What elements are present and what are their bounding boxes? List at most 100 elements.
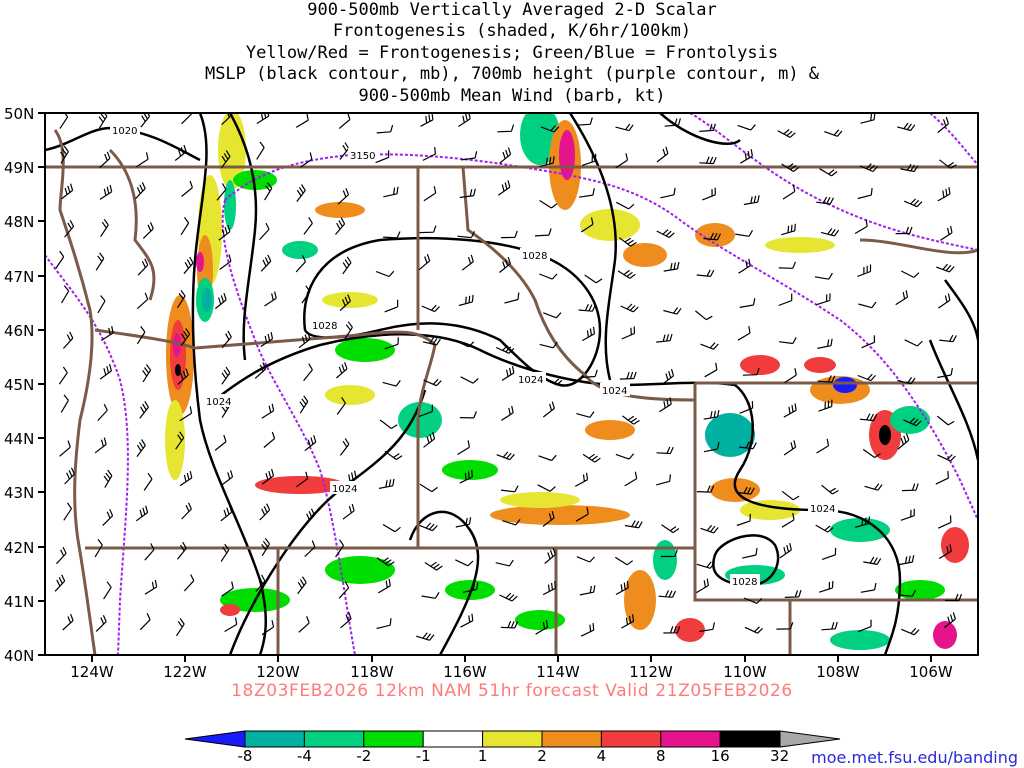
wind-barb — [460, 613, 474, 628]
wind-barb — [180, 217, 190, 236]
colorbar-box — [541, 730, 602, 748]
border-wa-or — [94, 328, 437, 350]
mslp-contour-1028-ut — [712, 534, 780, 587]
wind-barb — [582, 326, 596, 342]
wind-barb — [340, 611, 352, 629]
wind-barb — [614, 556, 634, 566]
border-puget-sound — [108, 148, 156, 301]
fgen-patch-eor-2 — [325, 385, 375, 405]
wind-barb — [858, 301, 877, 309]
wind-barb — [416, 632, 435, 641]
colorbar-tick-label: 2 — [537, 747, 547, 765]
wind-barb — [375, 150, 390, 164]
wind-barb — [897, 122, 916, 132]
wind-barb — [903, 198, 923, 208]
wind-barb — [737, 326, 751, 341]
wind-barb — [94, 437, 107, 454]
wind-barb — [544, 547, 556, 564]
wind-barb — [214, 434, 227, 451]
wind-barb — [295, 113, 309, 128]
wind-barb — [656, 446, 674, 455]
wind-barb — [139, 613, 151, 631]
wind-barb — [499, 147, 512, 164]
mslp-label-1028-a: 1028 — [312, 321, 337, 332]
wind-barb — [860, 113, 876, 124]
wind-barb — [855, 516, 870, 528]
wind-barb — [616, 201, 635, 210]
fgen-patch-swid-4 — [585, 420, 635, 440]
wind-barb — [619, 371, 637, 380]
wind-barb — [543, 312, 562, 319]
wind-barb — [260, 331, 274, 348]
lon-ticks — [91, 655, 932, 662]
wind-barb — [423, 186, 437, 202]
wind-barb — [579, 585, 596, 596]
wind-barb — [221, 581, 234, 597]
wind-barb — [220, 505, 233, 522]
wind-barb — [936, 263, 955, 273]
wind-barb — [460, 376, 479, 384]
wind-barb — [543, 378, 563, 386]
fgen-patch-wy-e-3 — [890, 406, 930, 434]
wind-barb — [296, 471, 309, 488]
wind-barb — [61, 183, 74, 200]
wind-barb — [335, 217, 346, 235]
wind-barb — [781, 490, 800, 501]
lon-label-110w: 110W — [723, 663, 767, 681]
mslp-contour-1028 — [303, 236, 602, 387]
wind-barb — [937, 116, 950, 134]
fgen-patch-swid-3 — [500, 492, 580, 508]
wind-barb — [860, 582, 877, 593]
wind-barb — [857, 188, 873, 200]
fgen-band-oregon-3 — [173, 333, 181, 357]
height-contour-2 — [45, 254, 129, 655]
wind-barb — [420, 113, 434, 127]
fgen-patch-co-1 — [941, 527, 969, 563]
border-wy-west — [693, 383, 978, 602]
wind-barb — [97, 403, 108, 422]
title-line-3: Yellow/Red = Frontogenesis; Green/Blue =… — [245, 42, 779, 63]
wind-barb — [259, 503, 271, 521]
wind-barb — [937, 515, 952, 529]
wind-barb — [418, 254, 431, 271]
lat-label-44n: 44N — [4, 430, 34, 448]
wind-barb — [897, 433, 910, 450]
wind-barb — [781, 223, 796, 236]
wind-barb — [97, 295, 106, 314]
wind-barb — [900, 508, 915, 521]
wind-barbs — [54, 113, 963, 641]
wind-barb — [423, 378, 442, 387]
wind-barb — [699, 622, 715, 633]
wind-barb — [615, 123, 634, 132]
wind-barb — [62, 613, 74, 631]
wind-barb — [255, 574, 266, 592]
wind-barb — [136, 439, 146, 457]
mslp-contour-nv — [408, 510, 480, 655]
fgen-patch-eor-6 — [315, 202, 365, 218]
wind-barb — [534, 228, 552, 237]
fgen-patch-eor-1 — [335, 338, 395, 362]
wind-barb — [937, 293, 951, 309]
fgen-patch-nv-1 — [325, 556, 395, 584]
wind-barb — [183, 574, 195, 592]
height-contour-4 — [689, 113, 978, 251]
wind-barb — [781, 163, 800, 173]
wind-barb — [784, 368, 797, 384]
wind-barb — [778, 293, 793, 307]
colorbar-left-arrow — [184, 730, 246, 748]
wind-barb — [136, 292, 149, 310]
wind-barb — [539, 156, 555, 167]
wind-barb — [383, 231, 401, 239]
wind-barb — [621, 614, 635, 629]
wind-barb — [537, 484, 556, 492]
wind-barb — [384, 337, 399, 350]
credit-link[interactable]: moe.met.fsu.edu/banding — [811, 748, 1018, 767]
wind-barb — [260, 254, 272, 272]
wind-barb — [816, 293, 831, 306]
wind-barb — [295, 255, 307, 273]
wind-barb — [857, 264, 872, 278]
wind-barb — [103, 469, 113, 488]
fgen-band-mt-2 — [765, 237, 835, 253]
wind-barb — [183, 256, 194, 275]
wind-barb — [783, 403, 797, 418]
